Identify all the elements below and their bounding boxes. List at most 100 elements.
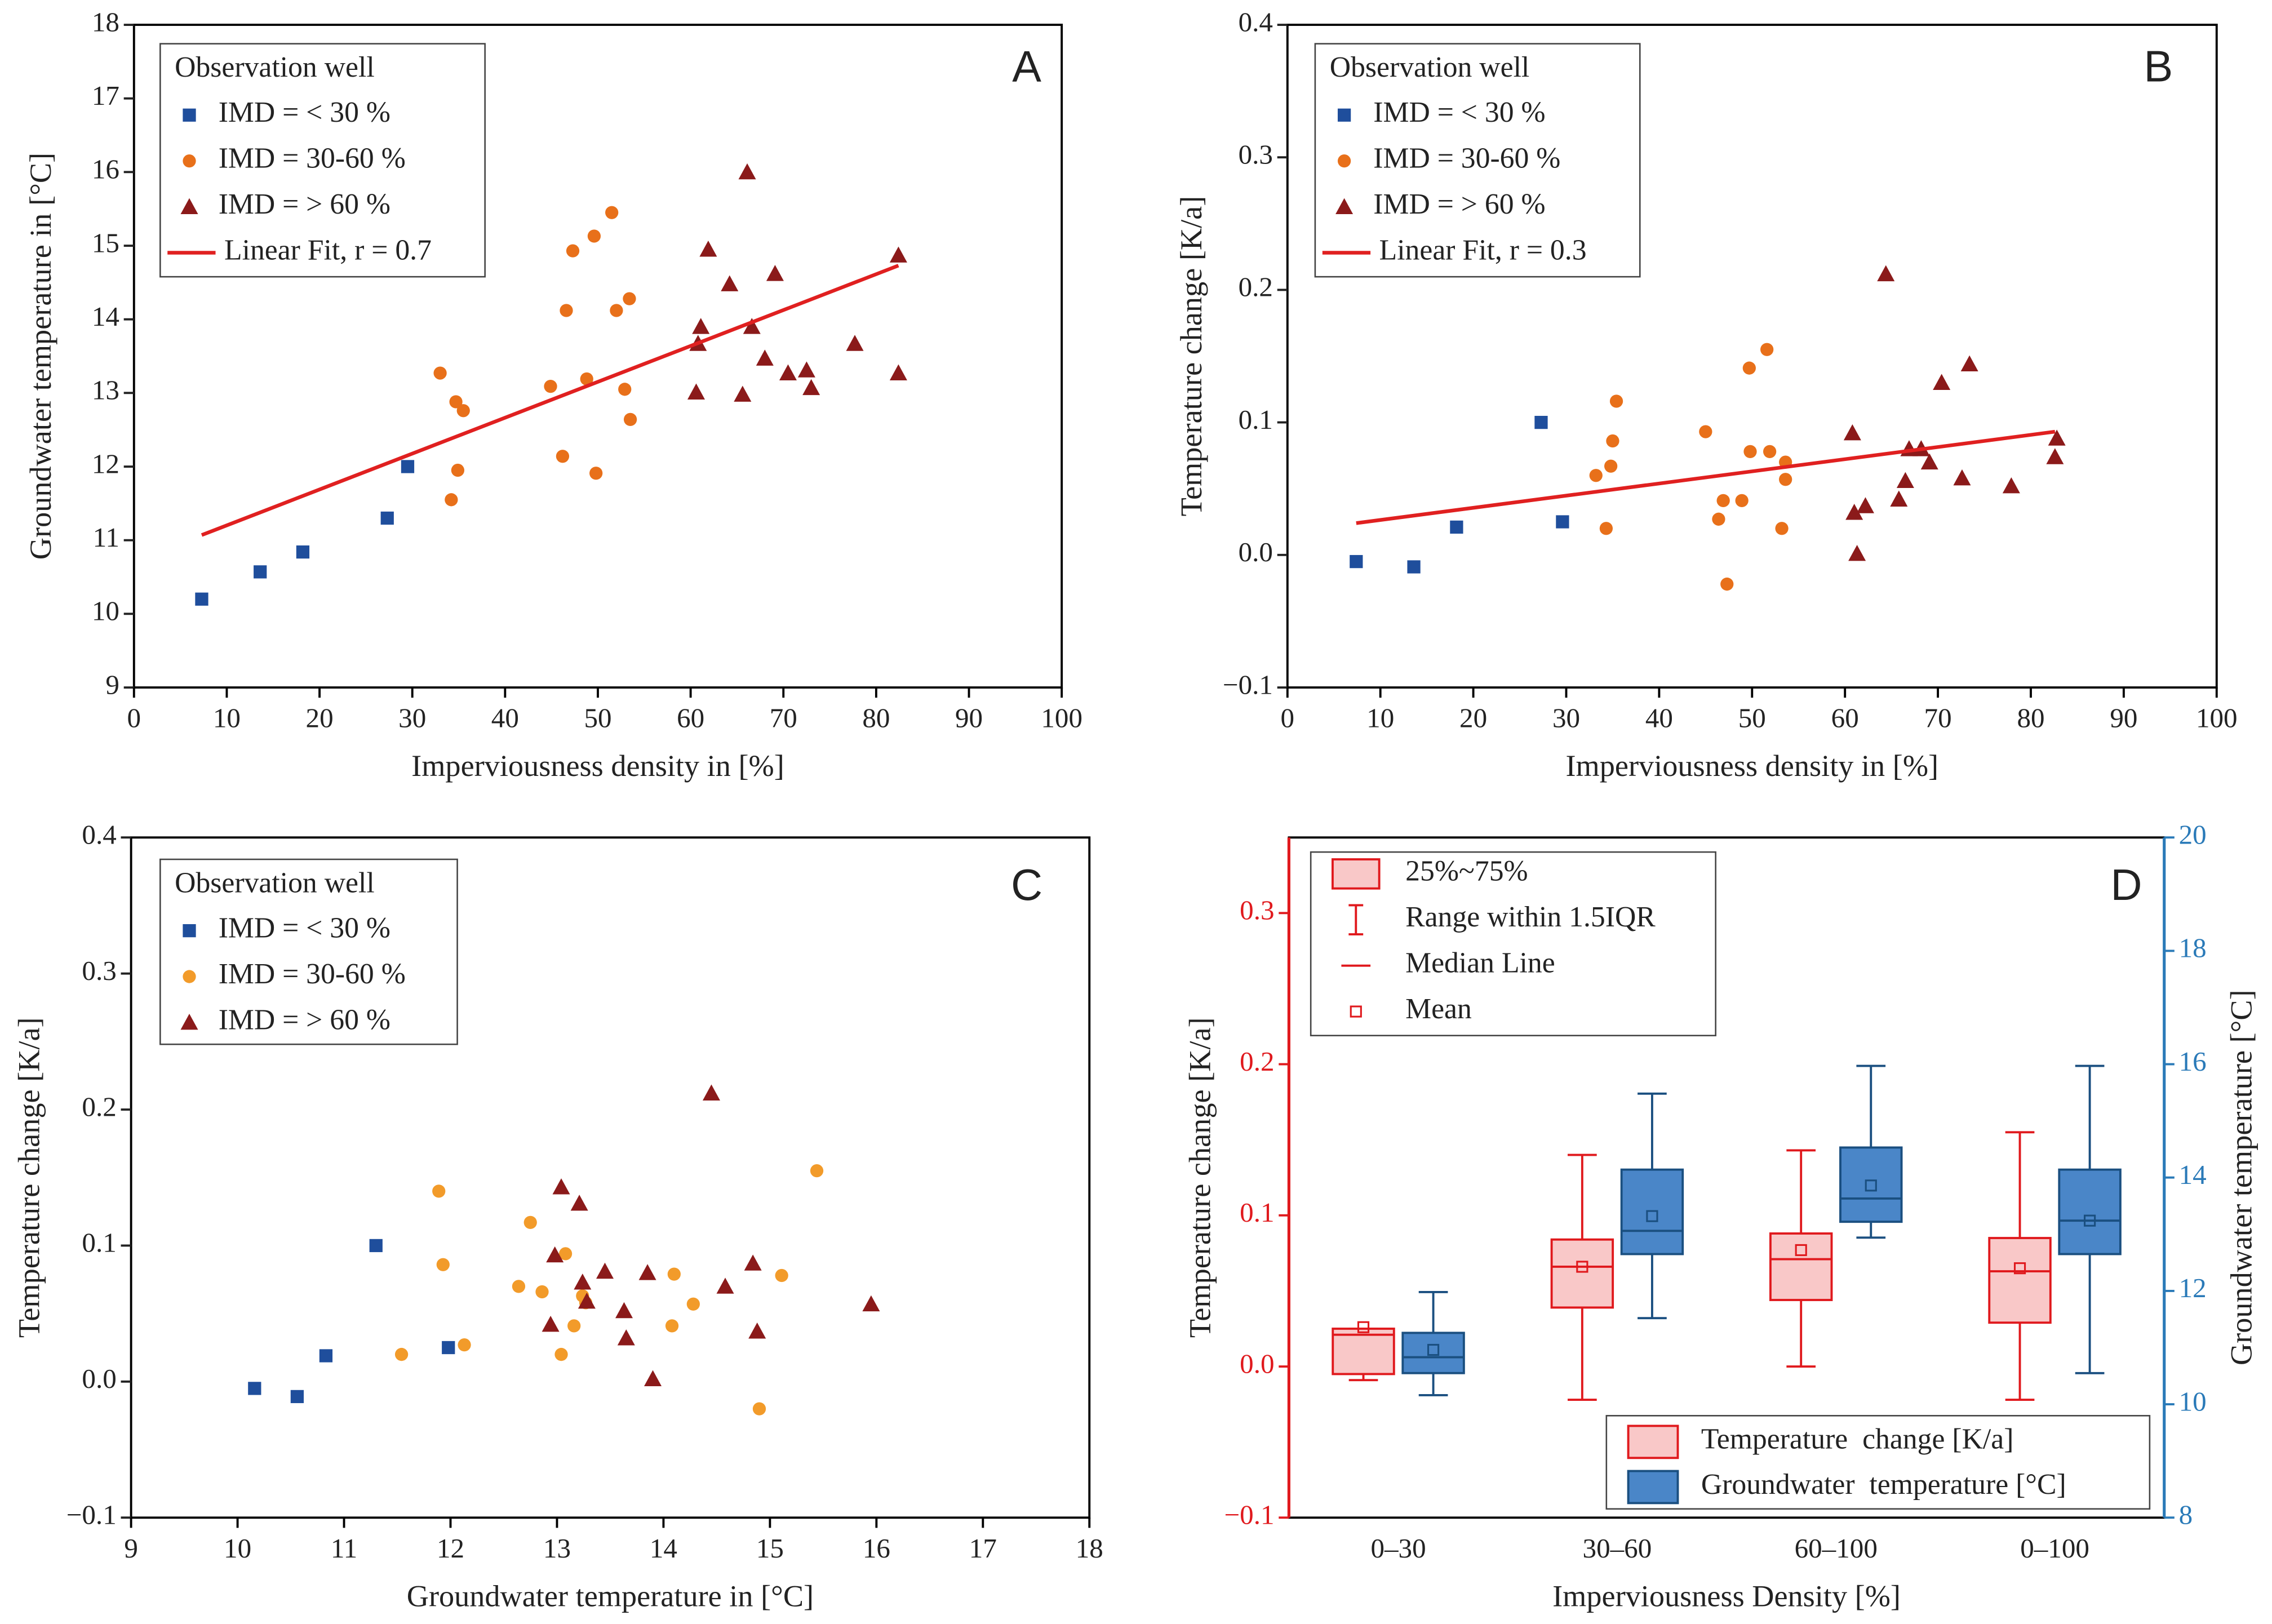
y-tick-label: 18 bbox=[92, 6, 119, 37]
point bbox=[542, 1315, 560, 1332]
x-tick-label: 30 bbox=[398, 703, 426, 734]
point bbox=[1779, 473, 1792, 486]
point bbox=[380, 511, 394, 525]
point bbox=[1407, 560, 1421, 574]
point bbox=[617, 1329, 635, 1346]
point bbox=[442, 1341, 455, 1355]
panel-letter: A bbox=[1012, 43, 1041, 91]
legend-icon bbox=[1348, 904, 1364, 936]
point bbox=[544, 379, 557, 393]
point bbox=[183, 154, 196, 168]
box bbox=[1401, 1332, 1465, 1374]
point bbox=[523, 1215, 537, 1230]
point bbox=[623, 292, 636, 305]
x-tick-label: 20 bbox=[1459, 703, 1487, 734]
point bbox=[1763, 445, 1777, 458]
x-tick-label: 80 bbox=[2017, 703, 2044, 734]
x-tick-label: 20 bbox=[306, 703, 334, 734]
y-tick-label: 0.1 bbox=[82, 1227, 116, 1258]
legend-icon bbox=[1331, 858, 1381, 890]
x-tick-label: 10 bbox=[1366, 703, 1394, 734]
point bbox=[2002, 477, 2020, 494]
x-tick-label: 10 bbox=[224, 1533, 251, 1564]
x-tick-label: 17 bbox=[969, 1533, 997, 1564]
point bbox=[756, 349, 774, 366]
y2-tick-label: 20 bbox=[2179, 819, 2207, 850]
panel: C −0.1 0.0 0.1 0.2 0.3 0.4 9 10 11 12 13 14 15 16 17 18 G… bbox=[12, 819, 1103, 1613]
legend-box bbox=[1605, 1415, 2151, 1510]
plot-frame bbox=[130, 836, 1091, 1519]
y-tick-label: 16 bbox=[92, 154, 119, 185]
point bbox=[570, 1195, 588, 1211]
point bbox=[195, 592, 208, 606]
point bbox=[1589, 469, 1603, 482]
point bbox=[846, 335, 864, 351]
point bbox=[558, 1247, 573, 1261]
point bbox=[744, 1254, 762, 1271]
y2-tick-label: 18 bbox=[2179, 933, 2207, 964]
point bbox=[183, 970, 196, 983]
point bbox=[458, 1338, 471, 1352]
legend-label: Linear Fit, r = 0.3 bbox=[1379, 234, 1587, 266]
point bbox=[535, 1285, 549, 1299]
panel: D −0.1 0.0 0.1 0.2 0.3 8 10 12 14 16 18 20 Impervious… bbox=[1183, 819, 2258, 1613]
x-tick-label: 70 bbox=[770, 703, 797, 734]
legend-box bbox=[1314, 43, 1641, 278]
y-tick-label: 10 bbox=[92, 596, 119, 627]
point bbox=[615, 1302, 633, 1319]
legend-label: 25%~75% bbox=[1405, 855, 1528, 888]
point bbox=[436, 1258, 450, 1271]
y2-tick-label: 10 bbox=[2179, 1386, 2207, 1417]
y-tick-label: 13 bbox=[92, 375, 119, 406]
point bbox=[180, 198, 198, 215]
legend-label: IMD = < 30 % bbox=[1373, 96, 1545, 128]
x-axis-title: Imperviousness Density [%] bbox=[1552, 1579, 1901, 1613]
y-tick-label: 0.0 bbox=[82, 1363, 116, 1394]
point bbox=[686, 1297, 700, 1311]
y-tick-label: 0.3 bbox=[82, 955, 116, 986]
legend-label: Mean bbox=[1405, 993, 1472, 1025]
x-tick-label: 0 bbox=[1281, 703, 1295, 734]
point bbox=[699, 241, 717, 257]
point bbox=[716, 1277, 734, 1294]
legend-title: Observation well bbox=[175, 51, 375, 83]
point bbox=[605, 206, 619, 219]
point bbox=[580, 372, 593, 386]
point bbox=[721, 275, 739, 291]
x-tick-label: 60 bbox=[677, 703, 704, 734]
point bbox=[1760, 343, 1774, 356]
y2-axis-title: Groundwater temperature [°C] bbox=[2224, 990, 2258, 1365]
x-tick-label: 80 bbox=[862, 703, 890, 734]
legend-icon bbox=[1350, 1005, 1362, 1018]
legend-label: Linear Fit, r = 0.7 bbox=[224, 234, 432, 266]
point bbox=[638, 1264, 656, 1280]
point bbox=[554, 1347, 568, 1361]
point bbox=[183, 108, 196, 122]
x-tick-label: 14 bbox=[650, 1533, 677, 1564]
point bbox=[766, 265, 784, 281]
point bbox=[1953, 469, 1971, 486]
legend-box bbox=[159, 43, 486, 278]
point bbox=[1337, 154, 1351, 168]
point bbox=[180, 1013, 198, 1030]
y2-tick-label: 12 bbox=[2179, 1272, 2207, 1303]
y2-tick-label: 16 bbox=[2179, 1046, 2207, 1077]
point bbox=[667, 1267, 681, 1281]
y-tick-label: 12 bbox=[92, 448, 119, 479]
panel: A 9 10 11 12 13 14 15 16 17 18 0 10 20 30 40 50 60 70 80 90 1… bbox=[24, 6, 1082, 783]
legend-label: IMD = > 60 % bbox=[219, 188, 390, 220]
y2-tick-label: 8 bbox=[2179, 1499, 2193, 1530]
point bbox=[1712, 512, 1725, 526]
mean-marker bbox=[1427, 1343, 1440, 1356]
point bbox=[369, 1239, 383, 1253]
x-tick-label: 30 bbox=[1552, 703, 1580, 734]
legend-label: IMD = < 30 % bbox=[219, 912, 390, 944]
x-tick-label: 11 bbox=[331, 1533, 357, 1564]
point bbox=[779, 364, 797, 380]
point bbox=[560, 304, 573, 317]
point bbox=[702, 1084, 720, 1101]
legend-label: IMD = 30-60 % bbox=[219, 958, 406, 990]
fit-line bbox=[201, 264, 899, 537]
x-tick-label: 90 bbox=[955, 703, 983, 734]
